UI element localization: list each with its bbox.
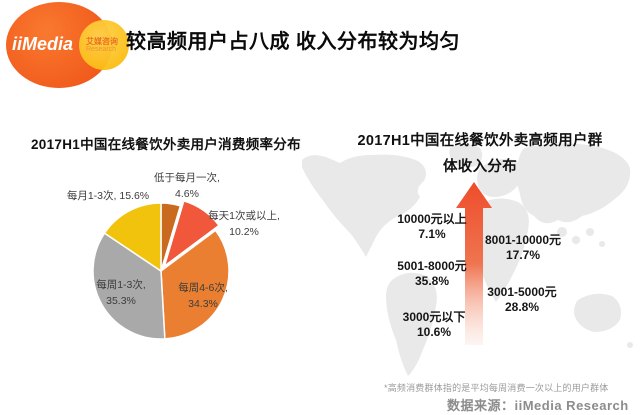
income-label-over-10000: 10000元以上 7.1% <box>397 212 467 241</box>
pie-slice-2 <box>160 229 230 340</box>
income-label-3001-5000: 3001-5000元 28.8% <box>487 285 557 314</box>
pie-slice-1 <box>163 200 220 267</box>
logo-subtitle-cn: 艾媒咨询 <box>86 37 118 46</box>
footnote: *高频消费群体指的是平均每周消费一次以上的用户群体 <box>384 383 609 393</box>
logo-yellow-circle <box>79 20 129 70</box>
income-label-under-3000: 3000元以下 10.6% <box>402 310 466 339</box>
logo-subtitle: 艾媒咨询 Research <box>86 38 118 54</box>
iimedia-logo: iiMedia 艾媒咨询 Research <box>0 0 150 95</box>
income-chart-title: 2017H1中国在线餐饮外卖高频用户群 体收入分布 <box>357 133 603 175</box>
up-arrow <box>456 182 492 345</box>
up-arrow-shape <box>456 182 492 345</box>
world-map <box>302 143 633 376</box>
pie-slice-3 <box>92 232 166 340</box>
pie-label-monthly-1-3: 每月1-3次, 15.6% <box>66 190 150 202</box>
logo-subtitle-en: Research <box>86 46 116 53</box>
pie-label-less-than-monthly: 低于每月一次, 4.6% <box>154 172 220 200</box>
income-label-8001-10000: 8001-10000元 17.7% <box>484 233 562 262</box>
pie-label-weekly-1-3: 每周1-3次, 35.3% <box>96 279 146 307</box>
pie-label-daily-or-more: 每天1次或以上, 10.2% <box>208 210 280 238</box>
pie-chart-title: 2017H1中国在线餐饮外卖用户消费频率分布 <box>31 137 301 152</box>
pie-chart <box>92 200 230 340</box>
data-source: 数据来源：iiMedia Research <box>447 398 629 413</box>
pie-slice-4 <box>103 202 162 272</box>
income-label-5001-8000: 5001-8000元 35.8% <box>397 259 467 288</box>
logo-brand-text: iiMedia <box>12 34 74 54</box>
page-title: 较高频用户占八成 收入分布较为均匀 <box>126 31 461 53</box>
pie-label-weekly-4-6: 每周4-6次, 34.3% <box>178 282 228 310</box>
world-map-continents <box>302 143 633 376</box>
